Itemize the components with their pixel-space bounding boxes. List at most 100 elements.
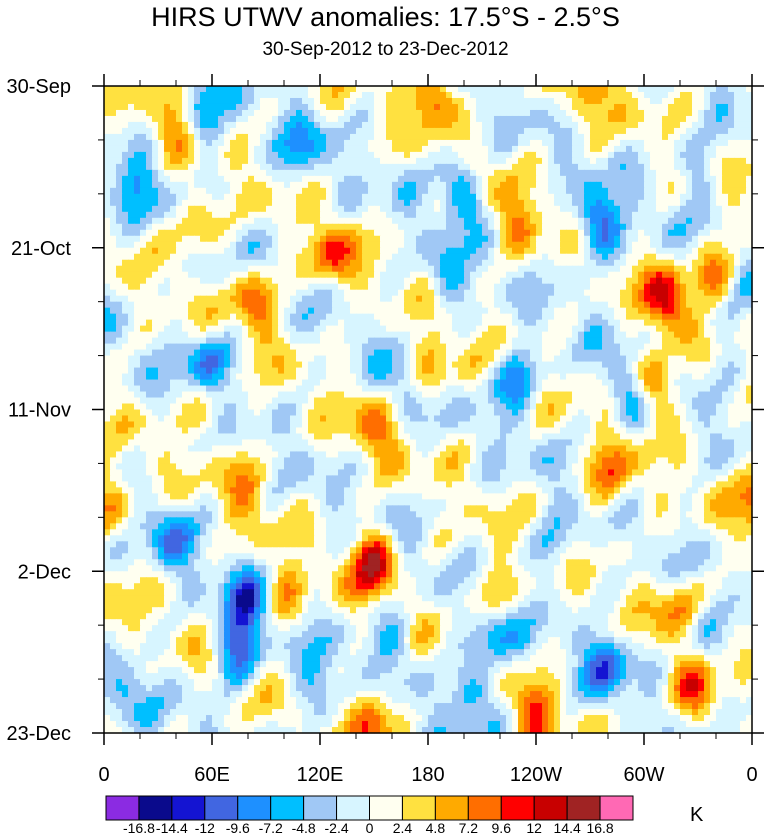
field-cell xyxy=(584,313,591,321)
field-cell xyxy=(632,313,639,321)
field-cell xyxy=(410,127,417,135)
field-cell xyxy=(740,157,747,165)
field-cell xyxy=(344,133,351,141)
field-cell xyxy=(188,175,195,183)
field-cell xyxy=(380,169,387,177)
field-cell xyxy=(242,229,249,237)
field-cell xyxy=(200,121,207,129)
field-cell xyxy=(338,223,345,231)
field-cell xyxy=(134,187,141,195)
field-cell xyxy=(122,319,129,327)
field-cell xyxy=(266,187,273,195)
field-cell xyxy=(644,229,651,237)
field-cell xyxy=(686,127,693,135)
field-cell xyxy=(632,301,639,309)
field-cell xyxy=(200,229,207,237)
field-cell xyxy=(416,229,423,237)
field-cell xyxy=(668,187,675,195)
field-cell xyxy=(362,121,369,129)
field-cell xyxy=(386,223,393,231)
field-cell xyxy=(350,247,357,255)
field-cell xyxy=(464,331,471,339)
field-cell xyxy=(362,127,369,135)
field-cell xyxy=(434,163,441,171)
field-cell xyxy=(698,223,705,231)
field-cell xyxy=(128,313,135,321)
field-cell xyxy=(110,127,117,135)
field-cell xyxy=(500,253,507,261)
field-cell xyxy=(440,211,447,219)
field-cell xyxy=(254,337,261,345)
field-cell xyxy=(260,187,267,195)
field-cell xyxy=(686,313,693,321)
field-cell xyxy=(506,259,513,267)
field-cell xyxy=(662,181,669,189)
field-cell xyxy=(728,205,735,213)
field-cell xyxy=(428,97,435,105)
field-cell xyxy=(344,86,351,93)
field-cell xyxy=(398,253,405,261)
field-cell xyxy=(470,163,477,171)
field-cell xyxy=(710,91,717,99)
field-cell xyxy=(290,337,297,345)
field-cell xyxy=(476,223,483,231)
field-cell xyxy=(218,163,225,171)
field-cell xyxy=(566,283,573,291)
field-cell xyxy=(266,193,273,201)
field-cell xyxy=(734,205,741,213)
field-cell xyxy=(206,121,213,129)
field-cell xyxy=(608,253,615,261)
field-cell xyxy=(530,271,537,279)
field-cell xyxy=(434,313,441,321)
field-cell xyxy=(656,259,663,267)
field-cell xyxy=(200,265,207,273)
field-cell xyxy=(500,301,507,309)
field-cell xyxy=(374,325,381,333)
field-cell xyxy=(488,103,495,111)
field-cell xyxy=(224,217,231,225)
field-cell xyxy=(320,127,327,135)
field-cell xyxy=(626,313,633,321)
field-cell xyxy=(452,97,459,105)
field-cell xyxy=(356,235,363,243)
field-cell xyxy=(524,181,531,189)
field-cell xyxy=(692,313,699,321)
field-cell xyxy=(374,133,381,141)
field-cell xyxy=(398,289,405,297)
field-cell xyxy=(380,343,387,351)
field-cell xyxy=(728,259,735,267)
field-cell xyxy=(350,121,357,129)
field-cell xyxy=(470,235,477,243)
field-cell xyxy=(650,247,657,255)
field-cell xyxy=(728,235,735,243)
field-cell xyxy=(110,199,117,207)
field-cell xyxy=(236,259,243,267)
field-cell xyxy=(614,205,621,213)
field-cell xyxy=(734,307,741,315)
field-cell xyxy=(320,271,327,279)
field-cell xyxy=(566,127,573,135)
field-cell xyxy=(254,103,261,111)
field-cell xyxy=(452,337,459,345)
field-cell xyxy=(446,121,453,129)
field-cell xyxy=(296,241,303,249)
field-cell xyxy=(614,211,621,219)
field-cell xyxy=(212,157,219,165)
field-cell xyxy=(176,175,183,183)
field-cell xyxy=(644,223,651,231)
field-cell xyxy=(542,199,549,207)
field-cell xyxy=(404,109,411,117)
field-cell xyxy=(464,181,471,189)
field-cell xyxy=(620,295,627,303)
field-cell xyxy=(704,259,711,267)
field-cell xyxy=(302,265,309,273)
field-cell xyxy=(338,145,345,153)
field-cell xyxy=(602,109,609,117)
field-cell xyxy=(710,121,717,129)
field-cell xyxy=(326,217,333,225)
field-cell xyxy=(608,307,615,315)
field-cell xyxy=(536,331,543,339)
field-cell xyxy=(440,127,447,135)
field-cell xyxy=(224,205,231,213)
field-cell xyxy=(656,127,663,135)
